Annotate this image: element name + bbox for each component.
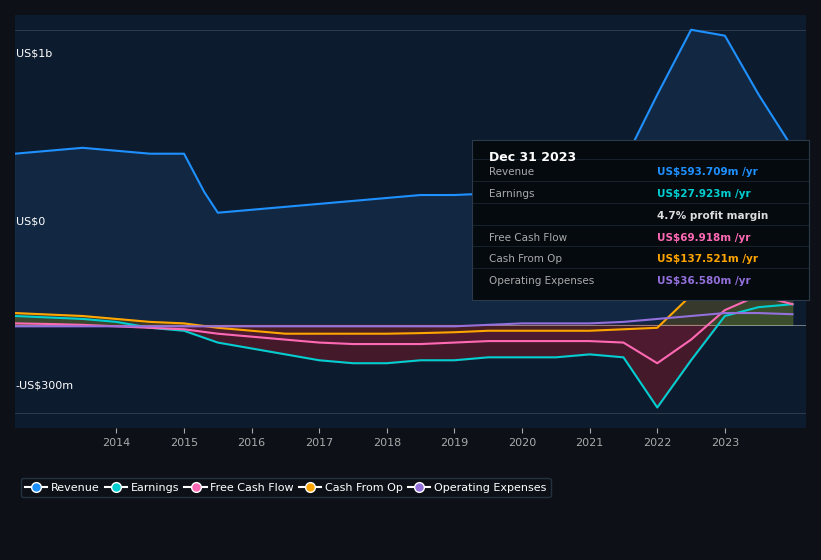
Text: 4.7% profit margin: 4.7% profit margin xyxy=(658,211,768,221)
Text: US$27.923m /yr: US$27.923m /yr xyxy=(658,189,751,199)
Text: US$69.918m /yr: US$69.918m /yr xyxy=(658,232,750,242)
Text: US$1b: US$1b xyxy=(16,48,52,58)
Text: US$137.521m /yr: US$137.521m /yr xyxy=(658,254,759,264)
Text: Free Cash Flow: Free Cash Flow xyxy=(489,232,567,242)
Text: Dec 31 2023: Dec 31 2023 xyxy=(489,151,576,164)
Text: -US$300m: -US$300m xyxy=(16,381,74,391)
Text: Operating Expenses: Operating Expenses xyxy=(489,276,594,286)
Legend: Revenue, Earnings, Free Cash Flow, Cash From Op, Operating Expenses: Revenue, Earnings, Free Cash Flow, Cash … xyxy=(21,478,551,497)
Text: Revenue: Revenue xyxy=(489,167,534,177)
Text: US$36.580m /yr: US$36.580m /yr xyxy=(658,276,751,286)
Text: Cash From Op: Cash From Op xyxy=(489,254,562,264)
Text: US$0: US$0 xyxy=(16,217,45,227)
Text: Earnings: Earnings xyxy=(489,189,534,199)
Text: US$593.709m /yr: US$593.709m /yr xyxy=(658,167,758,177)
